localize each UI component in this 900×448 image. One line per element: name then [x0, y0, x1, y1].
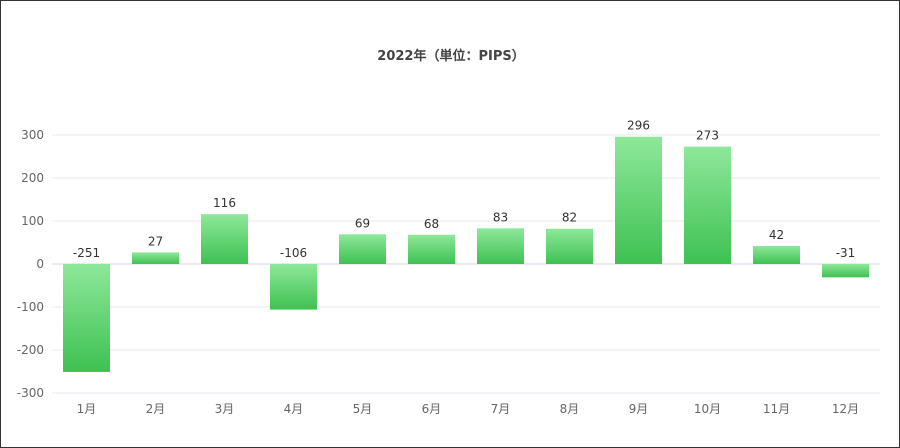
y-tick-label: -100	[17, 300, 44, 314]
x-tick-label: 4月	[284, 402, 304, 416]
x-tick-label: 12月	[832, 402, 859, 416]
bar	[132, 252, 179, 264]
x-tick-label: 5月	[353, 402, 373, 416]
x-axis: 1月 2月 3月 4月 5月 6月 7月 8月 9月 10月 11月 12月	[77, 402, 859, 416]
x-tick-label: 10月	[694, 402, 721, 416]
y-tick-label: 200	[21, 171, 44, 185]
x-tick-label: 2月	[146, 402, 166, 416]
x-tick-label: 9月	[629, 402, 649, 416]
data-label: 27	[148, 234, 163, 248]
data-label: 83	[493, 210, 508, 224]
y-tick-label: 100	[21, 214, 44, 228]
x-tick-label: 7月	[491, 402, 511, 416]
bar	[477, 228, 524, 264]
bars: -251 27 116 -106 69 68 83 82 296 273 42 -31	[63, 119, 869, 372]
bar	[546, 228, 593, 264]
bar	[753, 245, 800, 264]
bar	[684, 146, 731, 264]
data-label: 42	[769, 228, 784, 242]
x-tick-label: 1月	[77, 402, 97, 416]
data-label: -31	[836, 246, 856, 260]
data-label: 273	[696, 129, 719, 143]
bar	[408, 234, 455, 264]
data-label: 68	[424, 217, 439, 231]
data-label: 69	[355, 216, 370, 230]
y-tick-label: -200	[17, 343, 44, 357]
data-label: -106	[280, 246, 307, 260]
data-label: 296	[627, 119, 650, 133]
gridlines	[52, 134, 880, 394]
y-tick-label: 0	[36, 257, 44, 271]
x-tick-label: 11月	[763, 402, 790, 416]
bar	[615, 136, 662, 264]
bar	[822, 264, 869, 278]
bar	[270, 264, 317, 310]
y-tick-label: 300	[21, 128, 44, 142]
data-label: -251	[73, 246, 100, 260]
bar	[201, 214, 248, 264]
y-axis: 300 200 100 0 -100 -200 -300	[17, 128, 44, 400]
data-label: 82	[562, 211, 577, 225]
y-tick-label: -300	[17, 386, 44, 400]
bar	[63, 264, 110, 372]
bar	[339, 234, 386, 264]
data-label: 116	[213, 196, 236, 210]
chart-title: 2022年（単位：PIPS）	[377, 49, 525, 64]
x-tick-label: 6月	[422, 402, 442, 416]
x-tick-label: 8月	[560, 402, 580, 416]
x-tick-label: 3月	[215, 402, 235, 416]
